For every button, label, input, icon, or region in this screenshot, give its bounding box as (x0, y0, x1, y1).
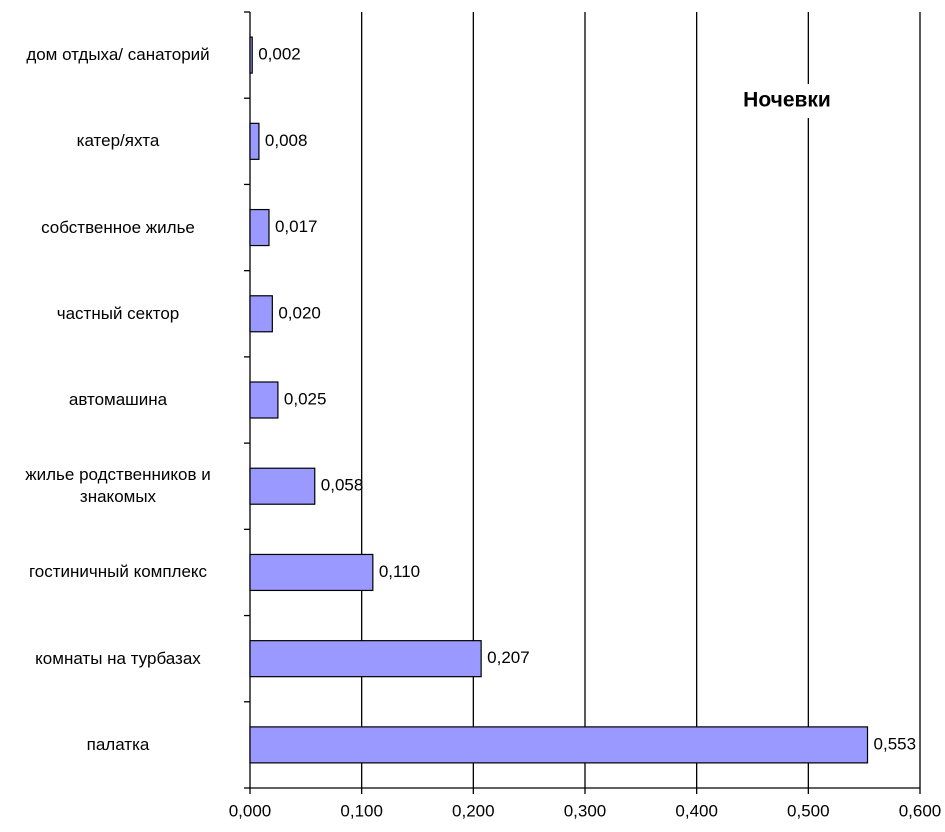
bar (249, 553, 374, 592)
bar (249, 726, 869, 764)
y-tick-label: автомашина (68, 390, 168, 409)
value-label: 0,058 (321, 476, 364, 495)
value-label: 0,553 (874, 734, 917, 753)
bar (249, 381, 279, 419)
x-tick-label: 0,100 (340, 801, 383, 820)
value-label: 0,207 (487, 648, 530, 667)
y-tick-label: гостиничный комплекс (28, 562, 208, 582)
y-tick-label: частный сектор (56, 303, 180, 323)
bar (249, 208, 270, 247)
bar (249, 640, 482, 678)
title-background (720, 84, 855, 118)
bar (249, 122, 260, 160)
value-label: 0,025 (284, 389, 327, 408)
value-label: 0,017 (275, 217, 318, 236)
value-label: 0,002 (258, 45, 301, 64)
x-tick-label: 0,600 (899, 801, 942, 820)
x-tick-label: 0,300 (564, 801, 607, 820)
value-label: 0,008 (265, 131, 308, 150)
x-tick-label: 0,200 (452, 801, 495, 820)
x-tick-label: 0,000 (229, 801, 272, 820)
x-tick-label: 0,400 (675, 801, 718, 820)
bar (249, 295, 273, 333)
chart-title: Ночевки (743, 89, 831, 112)
value-label: 0,110 (379, 562, 420, 581)
y-tick-label: палатка (86, 734, 150, 754)
y-tick-label: дом отдыха/ санаторий (26, 45, 210, 65)
y-tick-label: собственное жилье (41, 217, 195, 237)
y-tick-label: жилье родственников и знакомых (25, 465, 211, 507)
y-tick-label: комнаты на турбазах (35, 648, 201, 668)
bar (249, 36, 253, 74)
y-tick-label: катер/яхта (76, 131, 160, 151)
x-tick-label: 0,500 (787, 801, 830, 820)
bar (249, 467, 316, 505)
value-label: 0,020 (278, 303, 321, 322)
